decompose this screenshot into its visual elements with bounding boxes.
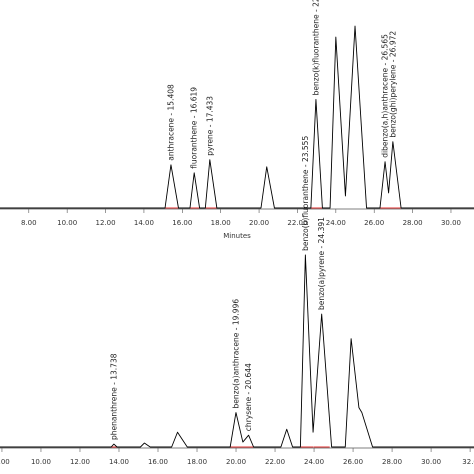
peak-label: chrysene - 20.644 — [244, 363, 253, 431]
x-tick-label: 26.00 — [364, 219, 384, 227]
x-tick-label: 22.00 — [287, 219, 307, 227]
peak-label: dibenzo(a,h)anthracene - 26.565 — [381, 34, 390, 158]
x-tick-label: 8.00 — [0, 458, 10, 466]
peak-label: benzo(ghi)perylene - 26.972 — [388, 31, 397, 138]
x-tick-label: 30.00 — [421, 458, 441, 466]
peak-label: fluoranthene - 16.619 — [190, 87, 199, 169]
peak-label: anthracene - 15.408 — [166, 84, 175, 161]
x-axis-label: Minutes — [223, 232, 251, 240]
x-tick-label: 24.00 — [304, 458, 324, 466]
x-tick-label: 28.00 — [403, 219, 423, 227]
trace — [0, 254, 474, 448]
peak-label: benzo(a)pyrene - 24.391 — [317, 217, 326, 310]
x-tick-label: 14.00 — [109, 458, 129, 466]
x-tick-label: 18.00 — [187, 458, 207, 466]
x-tick-label: 22.00 — [265, 458, 285, 466]
x-tick-label: 12.00 — [96, 219, 116, 227]
x-tick-label: 24.00 — [326, 219, 346, 227]
x-tick-label: 10.00 — [57, 219, 77, 227]
x-tick-label: 32.0 — [462, 458, 474, 466]
x-tick-label: 16.00 — [172, 219, 192, 227]
x-tick-label: 8.00 — [21, 219, 37, 227]
peak-label: pyrene - 17.433 — [205, 96, 214, 156]
x-tick-label: 28.00 — [382, 458, 402, 466]
x-tick-label: 12.00 — [70, 458, 90, 466]
x-tick-label: 16.00 — [148, 458, 168, 466]
peak-label: phenanthrene - 13.738 — [109, 353, 118, 440]
x-tick-label: 20.00 — [249, 219, 269, 227]
x-tick-label: 14.00 — [134, 219, 154, 227]
trace — [0, 25, 474, 209]
x-tick-label: 20.00 — [226, 458, 246, 466]
x-tick-label: 26.00 — [343, 458, 363, 466]
x-tick-label: 10.00 — [31, 458, 51, 466]
x-tick-label: 18.00 — [211, 219, 231, 227]
peak-label: benzo(a)anthracene - 19.996 — [231, 299, 240, 409]
peak-label: benzo(b)fluoranthene - 23.555 — [301, 136, 310, 251]
x-tick-label: 30.00 — [441, 219, 461, 227]
peak-label: benzo(k)fluoranthene - 22.963 — [311, 0, 320, 95]
